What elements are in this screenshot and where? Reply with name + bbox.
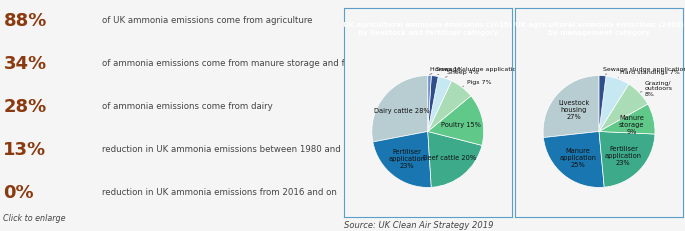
Text: Livestock
housing
27%: Livestock housing 27% bbox=[558, 100, 590, 120]
Text: Horses 1%: Horses 1% bbox=[429, 67, 463, 75]
Text: Sewage sludge application 2%: Sewage sludge application 2% bbox=[603, 67, 685, 75]
Wedge shape bbox=[543, 76, 599, 138]
Text: of UK ammonia emissions come from agriculture: of UK ammonia emissions come from agricu… bbox=[101, 16, 312, 25]
Wedge shape bbox=[427, 76, 432, 132]
Text: 88%: 88% bbox=[3, 12, 47, 30]
Text: Sheep 4%: Sheep 4% bbox=[445, 70, 479, 78]
Wedge shape bbox=[427, 82, 471, 132]
Wedge shape bbox=[427, 77, 451, 132]
Text: Fertiliser
application
23%: Fertiliser application 23% bbox=[388, 148, 425, 168]
Wedge shape bbox=[599, 132, 655, 187]
Wedge shape bbox=[599, 76, 606, 132]
Text: of ammonia emissions come from dairy: of ammonia emissions come from dairy bbox=[101, 102, 273, 111]
Text: 0%: 0% bbox=[3, 183, 34, 201]
Text: of ammonia emissions come from manure storage and field: of ammonia emissions come from manure st… bbox=[101, 59, 360, 68]
Text: Poultry 15%: Poultry 15% bbox=[440, 122, 480, 128]
Text: 34%: 34% bbox=[3, 55, 47, 73]
Text: Sewage sludge application 2%: Sewage sludge application 2% bbox=[436, 67, 532, 75]
Wedge shape bbox=[427, 132, 482, 188]
Text: reduction in UK ammonia emissions between 1980 and 2015: reduction in UK ammonia emissions betwee… bbox=[101, 145, 365, 153]
Text: Fertiliser
application
23%: Fertiliser application 23% bbox=[605, 145, 642, 165]
Wedge shape bbox=[599, 105, 655, 134]
Text: UK agricultural ammonia emissions (2016)
by livestock and fertiliser category: UK agricultural ammonia emissions (2016)… bbox=[343, 22, 512, 36]
Text: 13%: 13% bbox=[3, 140, 47, 158]
Text: Beef cattle 20%: Beef cattle 20% bbox=[423, 155, 476, 161]
Text: Manure
storage
9%: Manure storage 9% bbox=[619, 114, 645, 134]
Wedge shape bbox=[427, 76, 438, 132]
Wedge shape bbox=[372, 76, 427, 142]
Wedge shape bbox=[427, 96, 484, 146]
Wedge shape bbox=[599, 85, 648, 132]
Wedge shape bbox=[599, 77, 629, 132]
Text: Manure
application
25%: Manure application 25% bbox=[560, 148, 597, 168]
Text: Grazing/
outdoors
8%: Grazing/ outdoors 8% bbox=[640, 80, 673, 97]
Text: Hard standings 7%: Hard standings 7% bbox=[618, 70, 680, 78]
Text: Pigs 7%: Pigs 7% bbox=[463, 80, 491, 87]
Text: Dairy cattle 28%: Dairy cattle 28% bbox=[374, 108, 429, 114]
Text: Source: UK Clean Air Strategy 2019: Source: UK Clean Air Strategy 2019 bbox=[344, 220, 493, 229]
Text: UK agricultural ammonia emissions (2016)
by management category: UK agricultural ammonia emissions (2016)… bbox=[514, 22, 684, 36]
Text: reduction in UK ammonia emissions from 2016 and on: reduction in UK ammonia emissions from 2… bbox=[101, 187, 336, 196]
Text: Click to enlarge: Click to enlarge bbox=[3, 213, 66, 222]
Text: 28%: 28% bbox=[3, 97, 47, 115]
Wedge shape bbox=[543, 132, 604, 188]
Wedge shape bbox=[373, 132, 432, 188]
